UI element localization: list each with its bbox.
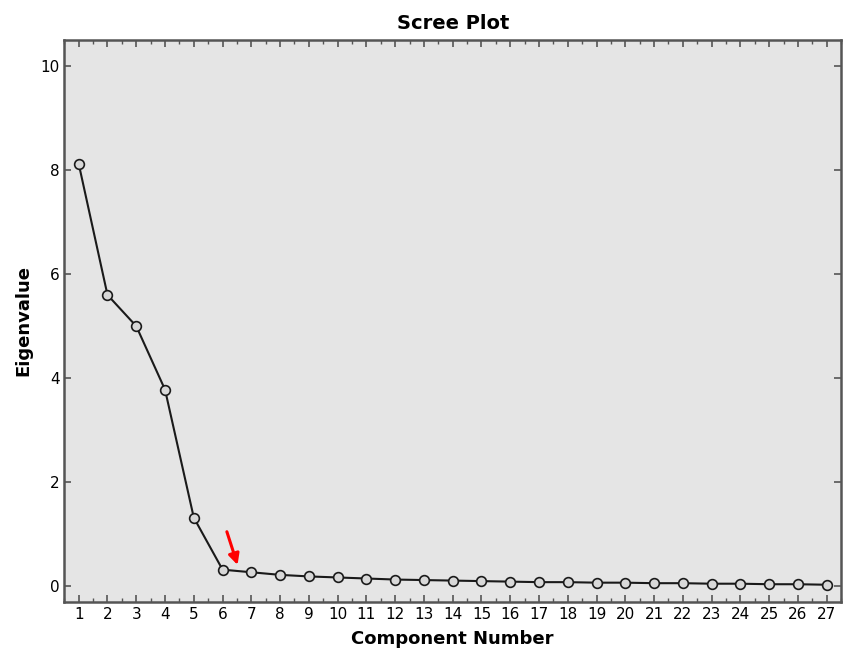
Title: Scree Plot: Scree Plot (397, 14, 509, 33)
X-axis label: Component Number: Component Number (351, 630, 554, 648)
Y-axis label: Eigenvalue: Eigenvalue (14, 265, 32, 377)
